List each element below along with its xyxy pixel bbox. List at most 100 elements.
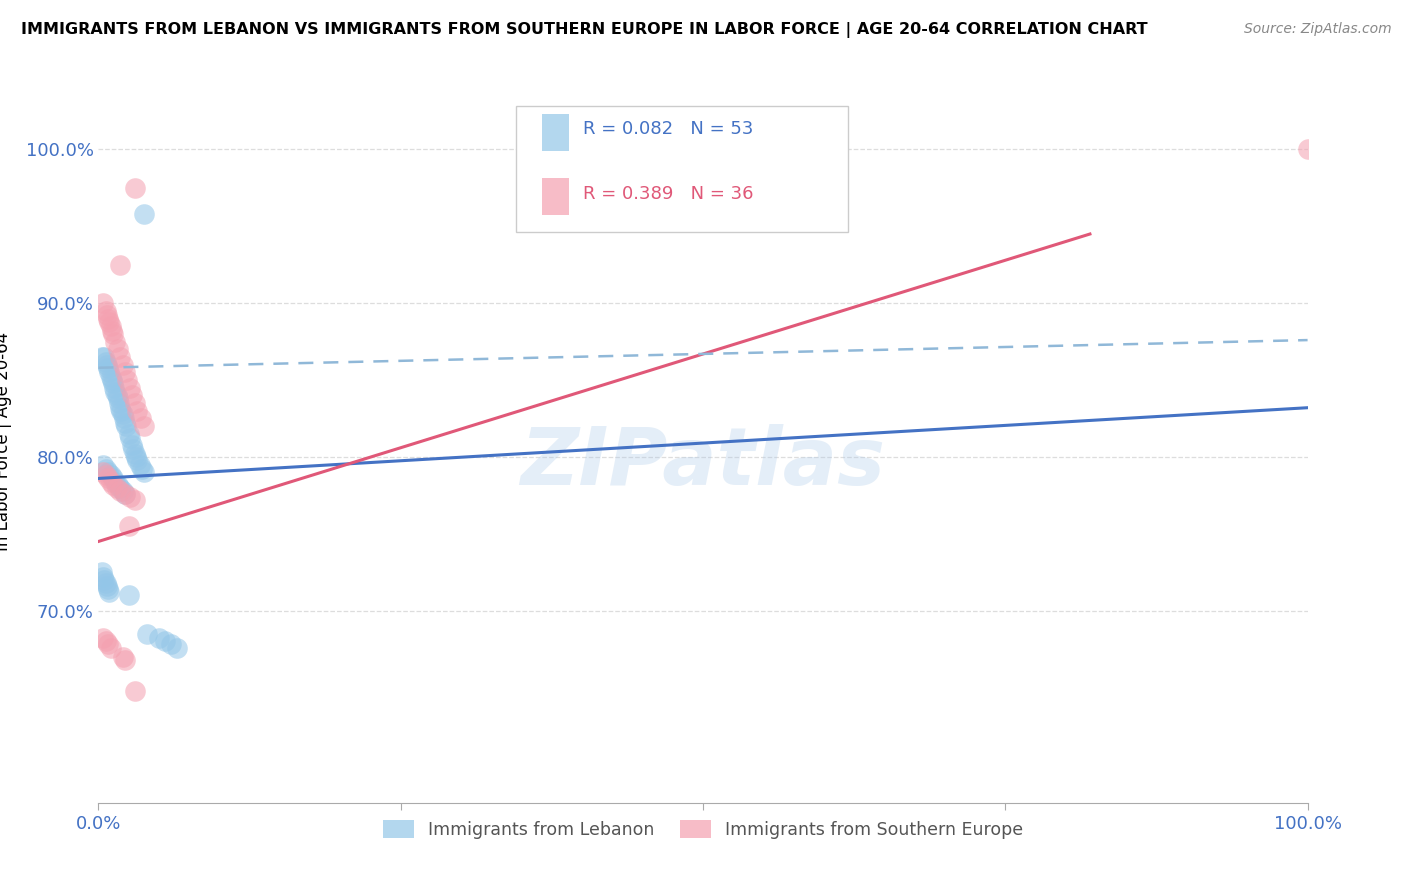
Point: [91, 296, 114, 310]
Point: [91, 570, 114, 584]
Point: [94, 576, 117, 591]
Point: [98, 315, 121, 329]
Point: [100, 475, 122, 489]
Point: [127, 404, 149, 418]
Point: [121, 437, 143, 451]
Point: [107, 477, 129, 491]
Point: [97, 471, 120, 485]
Point: [97, 311, 120, 326]
Point: [134, 207, 156, 221]
Point: [101, 376, 124, 391]
Point: [108, 258, 131, 272]
Point: [111, 483, 134, 498]
Point: [118, 588, 141, 602]
Point: [121, 388, 143, 402]
FancyBboxPatch shape: [516, 105, 848, 232]
Point: [101, 471, 124, 485]
Point: [103, 381, 125, 395]
Point: [124, 683, 146, 698]
Point: [117, 373, 139, 387]
Point: [122, 442, 145, 457]
Point: [124, 181, 146, 195]
Point: [135, 626, 157, 640]
Point: [111, 649, 134, 664]
Point: [118, 432, 141, 446]
Point: [108, 483, 131, 498]
Point: [97, 582, 120, 596]
FancyBboxPatch shape: [543, 113, 569, 151]
Point: [166, 640, 188, 655]
Point: [100, 640, 122, 655]
Point: [94, 354, 117, 368]
Point: [91, 565, 114, 579]
Point: [115, 419, 138, 434]
Point: [148, 632, 170, 646]
Point: [91, 465, 114, 479]
Point: [100, 324, 122, 338]
Point: [108, 401, 131, 415]
Point: [91, 458, 114, 472]
Point: [101, 477, 124, 491]
Point: [97, 360, 120, 375]
Y-axis label: In Labor Force | Age 20-64: In Labor Force | Age 20-64: [0, 332, 11, 551]
Point: [129, 411, 152, 425]
Point: [153, 634, 176, 648]
Point: [114, 653, 136, 667]
Point: [98, 585, 121, 599]
Point: [124, 492, 146, 507]
Point: [127, 453, 149, 467]
Point: [118, 490, 141, 504]
Point: [111, 358, 134, 372]
Point: [100, 468, 122, 483]
Point: [107, 392, 129, 406]
Point: [100, 373, 122, 387]
Point: [97, 637, 120, 651]
Point: [114, 487, 136, 501]
Point: [125, 450, 148, 464]
Point: [124, 396, 146, 410]
Point: [110, 404, 132, 418]
Legend: Immigrants from Lebanon, Immigrants from Southern Europe: Immigrants from Lebanon, Immigrants from…: [375, 814, 1031, 847]
Point: [108, 481, 131, 495]
Text: ZIPatlas: ZIPatlas: [520, 425, 886, 502]
Point: [94, 634, 117, 648]
Point: [131, 462, 153, 476]
Point: [108, 350, 131, 364]
Point: [118, 381, 141, 395]
FancyBboxPatch shape: [543, 178, 569, 215]
Point: [112, 411, 135, 425]
Point: [101, 326, 124, 341]
Point: [114, 487, 136, 501]
Text: R = 0.082   N = 53: R = 0.082 N = 53: [583, 120, 754, 138]
Point: [124, 447, 146, 461]
Point: [104, 334, 127, 349]
Point: [96, 358, 118, 372]
Point: [94, 462, 117, 476]
Point: [100, 319, 122, 334]
Point: [98, 365, 121, 379]
Point: [91, 632, 114, 646]
Point: [93, 350, 115, 364]
Point: [118, 519, 141, 533]
Point: [96, 309, 118, 323]
Text: Source: ZipAtlas.com: Source: ZipAtlas.com: [1244, 22, 1392, 37]
Point: [94, 304, 117, 318]
Point: [104, 475, 127, 489]
Point: [134, 419, 156, 434]
Point: [128, 458, 150, 472]
Point: [105, 388, 128, 402]
Point: [134, 465, 156, 479]
Point: [107, 343, 129, 357]
Text: R = 0.389   N = 36: R = 0.389 N = 36: [583, 185, 754, 202]
Point: [114, 365, 136, 379]
Point: [97, 465, 120, 479]
Point: [114, 416, 136, 430]
Point: [104, 385, 127, 400]
Text: IMMIGRANTS FROM LEBANON VS IMMIGRANTS FROM SOUTHERN EUROPE IN LABOR FORCE | AGE : IMMIGRANTS FROM LEBANON VS IMMIGRANTS FR…: [21, 22, 1147, 38]
Point: [93, 573, 115, 587]
Point: [1296, 143, 1319, 157]
Point: [91, 350, 114, 364]
Point: [118, 426, 141, 441]
Point: [160, 637, 183, 651]
Point: [96, 579, 118, 593]
